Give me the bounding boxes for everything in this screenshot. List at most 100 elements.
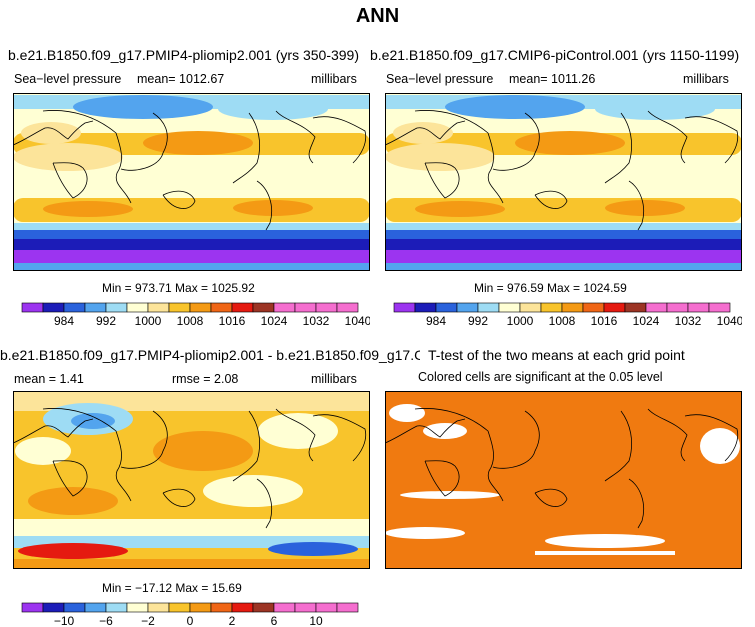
colorbar-box bbox=[210, 602, 233, 613]
colorbar-tick-label: 992 bbox=[96, 314, 116, 328]
colorbar-box bbox=[105, 302, 128, 313]
colorbar-tick-label: 984 bbox=[54, 314, 74, 328]
colorbar-tick-label: 1008 bbox=[177, 314, 204, 328]
map-top-right bbox=[385, 93, 742, 271]
bottom-left-case-title: b.e21.B1850.f09_g17.PMIP4-pliomip2.001 -… bbox=[0, 347, 420, 363]
colorbar-box bbox=[147, 602, 170, 613]
bottom-left-mean: mean = 1.41 bbox=[14, 372, 84, 386]
colorbar-tick-label: 1024 bbox=[261, 314, 288, 328]
colorbar-box bbox=[708, 302, 731, 313]
top-left-units: millibars bbox=[311, 72, 357, 86]
not-significant-region bbox=[385, 527, 465, 539]
colorbar-tick-label: 0 bbox=[187, 614, 194, 627]
colorbar-box bbox=[63, 602, 86, 613]
coastline bbox=[385, 110, 739, 231]
colorbar-box bbox=[252, 602, 275, 613]
colorbar-tick-label: 1040 bbox=[717, 314, 742, 328]
coastline bbox=[13, 110, 367, 231]
colorbar-box bbox=[189, 302, 212, 313]
map-fill bbox=[13, 93, 370, 271]
bottom-left-units: millibars bbox=[311, 372, 357, 386]
colorbar-box bbox=[126, 602, 149, 613]
colorbar-box bbox=[21, 602, 44, 613]
colorbar-top-right: 984 992 1000 1008 1016 1024 1032 1040 bbox=[393, 302, 742, 328]
bottom-right-title: T-test of the two means at each grid poi… bbox=[428, 347, 685, 363]
colorbar-box bbox=[210, 302, 233, 313]
top-right-mean: mean= 1011.26 bbox=[509, 72, 596, 86]
colorbar-box bbox=[582, 302, 605, 313]
coastline bbox=[385, 408, 739, 529]
map-frame bbox=[13, 391, 370, 569]
top-left-case-title: b.e21.B1850.f09_g17.PMIP4-pliomip2.001 (… bbox=[8, 47, 359, 63]
colorbar-bottom-left: −10 −6 −2 0 2 6 10 bbox=[21, 602, 359, 627]
colorbar-box bbox=[252, 302, 275, 313]
colorbar-box bbox=[624, 302, 647, 313]
colorbar-tick-label: 1000 bbox=[507, 314, 534, 328]
top-left-mean: mean= 1012.67 bbox=[137, 72, 225, 86]
colorbar-box bbox=[231, 302, 254, 313]
map-fill bbox=[13, 391, 370, 569]
not-significant-region bbox=[400, 491, 500, 499]
map-top-left bbox=[13, 93, 370, 271]
figure-title: ANN bbox=[355, 5, 400, 27]
colorbar-tick-label: 1032 bbox=[303, 314, 330, 328]
top-left-minmax: Min = 973.71 Max = 1025.92 bbox=[102, 281, 255, 295]
bottom-left-rmse: rmse = 2.08 bbox=[172, 372, 239, 386]
not-significant-region bbox=[545, 534, 665, 548]
colorbar-box bbox=[315, 602, 338, 613]
top-right-units: millibars bbox=[683, 72, 729, 86]
colorbar-box bbox=[336, 602, 359, 613]
colorbar-tick-label: 1040 bbox=[345, 314, 370, 328]
colorbar-box bbox=[519, 302, 542, 313]
colorbar-tick-label: 1000 bbox=[135, 314, 162, 328]
not-significant-region bbox=[700, 428, 740, 464]
colorbar-box bbox=[273, 602, 296, 613]
top-right-case-title: b.e21.B1850.f09_g17.CMIP6-piControl.001 … bbox=[370, 47, 740, 63]
colorbar-box bbox=[84, 602, 107, 613]
colorbar-box bbox=[168, 602, 191, 613]
colorbar-box bbox=[477, 302, 500, 313]
map-frame bbox=[385, 93, 742, 271]
map-fill bbox=[385, 391, 742, 569]
colorbar-box bbox=[687, 302, 710, 313]
colorbar-top-left: 984 992 1000 1008 1016 1024 1032 1040 bbox=[21, 302, 370, 328]
colorbar-tick-label: 984 bbox=[426, 314, 446, 328]
colorbar-tick-label: 1016 bbox=[219, 314, 246, 328]
colorbar-box bbox=[42, 302, 65, 313]
top-left-variable: Sea−level pressure bbox=[14, 72, 122, 86]
colorbar-box bbox=[603, 302, 626, 313]
top-right-variable: Sea−level pressure bbox=[386, 72, 494, 86]
colorbar-box bbox=[147, 302, 170, 313]
colorbar-box bbox=[336, 302, 359, 313]
colorbar-box bbox=[666, 302, 689, 313]
colorbar-box bbox=[456, 302, 479, 313]
colorbar-tick-label: 992 bbox=[468, 314, 488, 328]
colorbar-box bbox=[273, 302, 296, 313]
colorbar-tick-label: 1024 bbox=[633, 314, 660, 328]
colorbar-box bbox=[21, 302, 44, 313]
map-frame bbox=[13, 93, 370, 271]
map-frame bbox=[385, 391, 742, 569]
bottom-right-subtitle: Colored cells are significant at the 0.0… bbox=[418, 370, 663, 384]
colorbar-box bbox=[561, 302, 584, 313]
colorbar-box bbox=[414, 302, 437, 313]
coastline bbox=[13, 408, 367, 529]
colorbar-tick-label: 1032 bbox=[675, 314, 702, 328]
colorbar-box bbox=[498, 302, 521, 313]
colorbar-box bbox=[435, 302, 458, 313]
colorbar-box bbox=[645, 302, 668, 313]
not-significant-region bbox=[535, 551, 675, 555]
colorbar-box bbox=[126, 302, 149, 313]
colorbar-tick-label: −10 bbox=[54, 614, 75, 627]
colorbar-box bbox=[63, 302, 86, 313]
colorbar-box bbox=[84, 302, 107, 313]
colorbar-box bbox=[540, 302, 563, 313]
colorbar-box bbox=[42, 602, 65, 613]
colorbar-box bbox=[105, 602, 128, 613]
map-bottom-right bbox=[385, 391, 742, 569]
colorbar-box bbox=[294, 302, 317, 313]
colorbar-tick-label: −2 bbox=[141, 614, 155, 627]
bottom-left-minmax: Min = −17.12 Max = 15.69 bbox=[102, 581, 242, 595]
colorbar-box bbox=[189, 602, 212, 613]
map-bottom-left bbox=[13, 391, 370, 569]
